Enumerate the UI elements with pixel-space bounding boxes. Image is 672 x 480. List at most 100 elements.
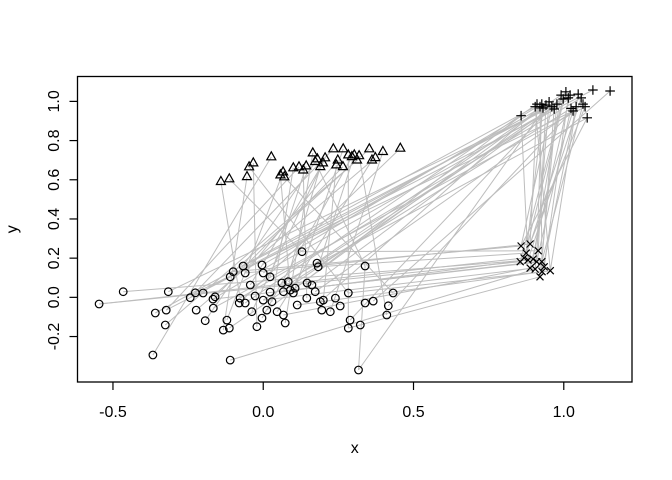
data-point-circle xyxy=(150,308,160,318)
connector-segment xyxy=(529,110,574,245)
connector-segment xyxy=(318,252,527,268)
connector-segment xyxy=(349,91,567,321)
data-point-circle xyxy=(228,267,238,277)
y-axis-tick-label: 0.0 xyxy=(46,286,63,308)
data-point-triangle xyxy=(327,142,339,153)
y-axis-tick-label: -0.2 xyxy=(46,323,63,351)
data-point-circle xyxy=(312,258,322,268)
connector-segment xyxy=(262,93,579,274)
data-point-cross xyxy=(516,257,525,266)
data-point-cross xyxy=(537,257,546,266)
data-point-plus xyxy=(578,99,588,109)
data-point-triangle xyxy=(293,160,305,171)
data-point-circle xyxy=(225,355,235,365)
data-point-cross xyxy=(546,266,555,275)
data-point-circle xyxy=(290,283,300,293)
data-point-circle xyxy=(258,268,268,278)
connector-segment xyxy=(358,155,388,316)
data-point-circle xyxy=(277,278,287,288)
data-point-plus xyxy=(605,86,615,96)
data-point-circle xyxy=(198,288,208,298)
data-point-cross xyxy=(534,246,543,255)
connector-segment xyxy=(155,106,536,314)
connector-segment xyxy=(319,106,541,303)
connector-segment xyxy=(164,159,358,326)
connector-segment xyxy=(263,266,545,301)
connector-segment xyxy=(372,90,611,302)
connector-segment xyxy=(520,106,553,247)
connector-segment xyxy=(348,271,543,294)
data-point-triangle xyxy=(307,146,319,157)
connector-segment xyxy=(322,165,337,301)
data-point-cross xyxy=(540,262,549,271)
connector-segment xyxy=(239,97,582,299)
data-point-plus xyxy=(580,101,590,112)
data-point-triangle xyxy=(317,156,329,167)
data-point-circle xyxy=(317,305,327,315)
plot-border-box xyxy=(76,75,633,383)
data-point-cross xyxy=(526,240,535,248)
data-point-circle xyxy=(262,305,272,315)
data-point-circle xyxy=(310,287,320,297)
data-point-triangle xyxy=(394,141,406,152)
data-point-circle xyxy=(200,316,210,326)
connector-segment xyxy=(282,166,321,292)
data-point-circle xyxy=(318,295,328,305)
x-axis-tick-label: 0.5 xyxy=(402,404,424,421)
data-point-circle xyxy=(235,293,245,303)
data-point-circle xyxy=(388,288,398,298)
data-point-triangle xyxy=(300,159,312,170)
data-point-circle xyxy=(210,292,220,302)
data-point-circle xyxy=(313,262,323,272)
data-point-circle xyxy=(257,313,267,323)
y-axis-tick-label: 0.4 xyxy=(46,208,63,230)
data-point-triangle xyxy=(330,158,342,169)
connector-segment xyxy=(152,156,272,356)
connector-segment xyxy=(520,117,588,247)
connector-segment xyxy=(204,158,318,321)
data-point-cross xyxy=(536,272,544,281)
data-point-circle xyxy=(267,297,277,307)
data-point-plus xyxy=(558,94,568,104)
series-crosses xyxy=(516,240,555,281)
data-point-triangle xyxy=(265,150,277,161)
connector-segment xyxy=(523,91,567,259)
data-point-triangle xyxy=(311,152,323,163)
data-point-circle xyxy=(185,293,195,303)
data-point-cross xyxy=(538,267,547,276)
data-point-circle xyxy=(382,310,392,320)
series-pluses xyxy=(516,85,615,123)
connector-segment xyxy=(549,94,579,271)
data-point-plus xyxy=(547,101,557,112)
data-point-cross xyxy=(531,265,540,274)
connector-segment xyxy=(168,106,553,293)
y-axis-tick-label: 1.0 xyxy=(46,90,63,112)
connector-segment xyxy=(292,148,344,294)
connector-segment xyxy=(316,108,555,264)
data-point-plus xyxy=(537,99,547,109)
data-point-triangle xyxy=(366,153,378,164)
data-point-circle xyxy=(288,288,298,298)
data-point-cross xyxy=(522,249,531,258)
data-point-circle xyxy=(240,268,250,278)
x-axis-tick-label: -0.5 xyxy=(99,404,127,421)
connector-segment xyxy=(248,166,349,294)
data-point-cross xyxy=(529,255,538,264)
data-point-circle xyxy=(224,323,234,333)
data-point-plus xyxy=(516,110,526,121)
connector-segment xyxy=(358,265,366,371)
data-point-circle xyxy=(163,287,173,297)
data-point-circle xyxy=(368,296,378,306)
data-point-circle xyxy=(265,287,275,297)
data-point-triangle xyxy=(363,142,375,153)
connector-segment xyxy=(189,148,334,299)
data-point-circle xyxy=(234,298,244,308)
data-point-circle xyxy=(279,310,288,320)
data-point-circle xyxy=(343,288,353,298)
data-point-circle xyxy=(265,272,275,282)
data-point-circle xyxy=(148,350,158,360)
data-point-circle xyxy=(297,247,307,257)
x-axis-tick-label: 0.0 xyxy=(252,404,274,421)
connector-segment xyxy=(242,97,569,267)
data-point-circle xyxy=(302,278,312,288)
